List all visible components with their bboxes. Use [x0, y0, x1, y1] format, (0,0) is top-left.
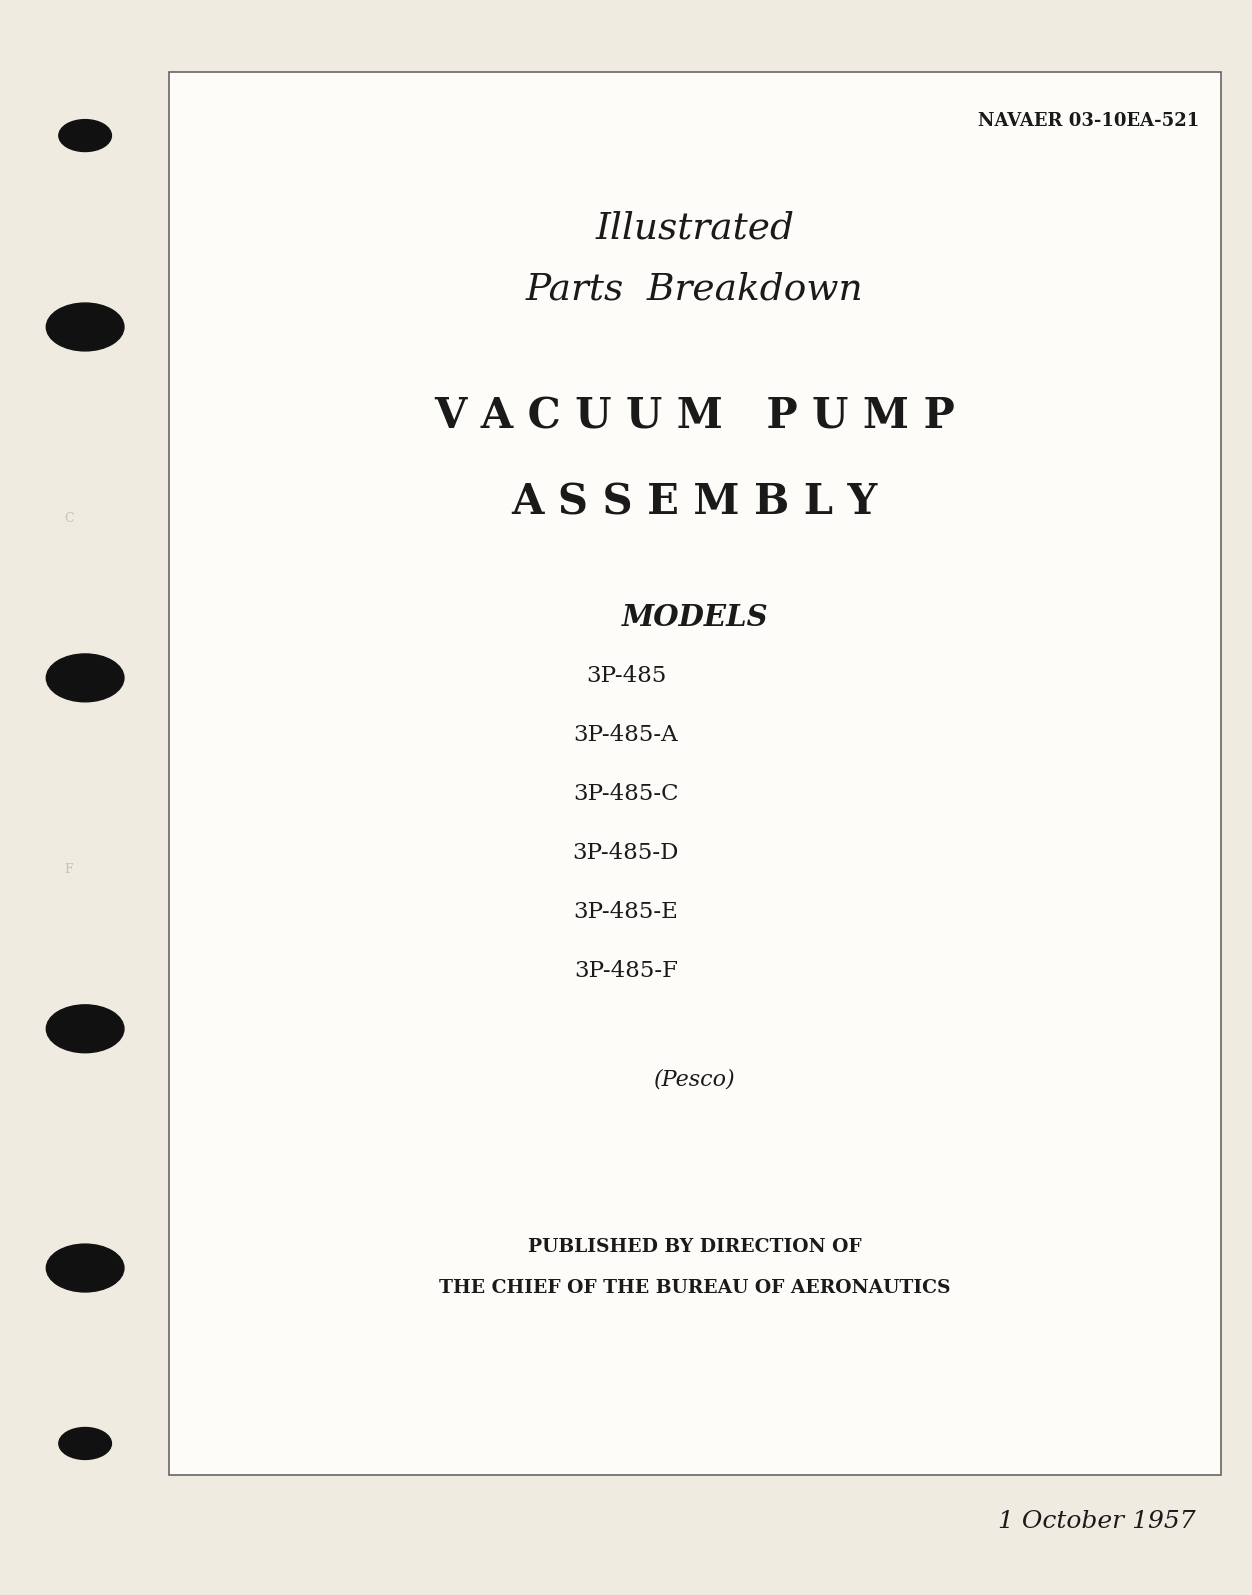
- Text: THE CHIEF OF THE BUREAU OF AERONAUTICS: THE CHIEF OF THE BUREAU OF AERONAUTICS: [439, 1279, 950, 1297]
- Ellipse shape: [59, 1428, 111, 1459]
- Ellipse shape: [46, 303, 124, 351]
- Ellipse shape: [59, 120, 111, 152]
- Text: (Pesco): (Pesco): [654, 1069, 736, 1091]
- Text: 1 October 1957: 1 October 1957: [998, 1510, 1196, 1533]
- Text: PUBLISHED BY DIRECTION OF: PUBLISHED BY DIRECTION OF: [528, 1238, 861, 1255]
- Text: C: C: [64, 512, 74, 525]
- Text: 3P-485-F: 3P-485-F: [573, 960, 679, 983]
- Text: V A C U U M   P U M P: V A C U U M P U M P: [434, 396, 955, 437]
- Text: 3P-485: 3P-485: [586, 665, 666, 687]
- Text: 3P-485-D: 3P-485-D: [572, 842, 680, 864]
- Text: 3P-485-E: 3P-485-E: [573, 901, 679, 924]
- Ellipse shape: [46, 1005, 124, 1053]
- Text: A S S E M B L Y: A S S E M B L Y: [512, 482, 878, 523]
- Text: Illustrated: Illustrated: [596, 211, 794, 247]
- Text: F: F: [65, 863, 73, 876]
- Ellipse shape: [46, 654, 124, 702]
- Text: MODELS: MODELS: [621, 603, 769, 632]
- Text: NAVAER 03-10EA-521: NAVAER 03-10EA-521: [978, 112, 1199, 129]
- Text: 3P-485-A: 3P-485-A: [573, 724, 679, 746]
- Text: Parts  Breakdown: Parts Breakdown: [526, 271, 864, 308]
- Bar: [169, 72, 1221, 1475]
- Text: 3P-485-C: 3P-485-C: [573, 783, 679, 805]
- Ellipse shape: [46, 1244, 124, 1292]
